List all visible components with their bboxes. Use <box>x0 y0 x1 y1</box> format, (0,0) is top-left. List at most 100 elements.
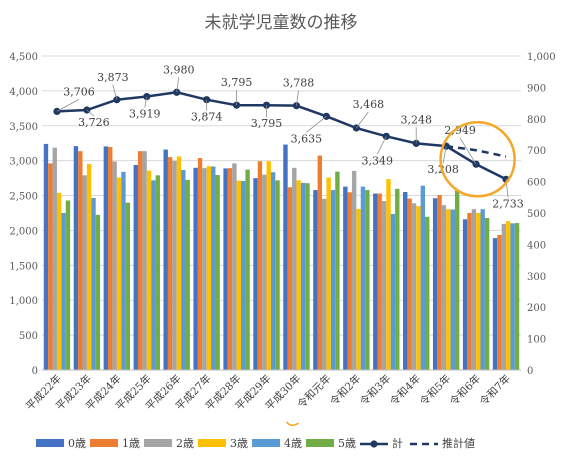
bar <box>125 202 131 370</box>
data-label: 3,248 <box>400 113 432 126</box>
bar <box>467 213 472 370</box>
data-label: 3,795 <box>251 117 283 130</box>
y-axis-left-tick-label: 3,500 <box>9 122 38 133</box>
bar <box>317 155 323 370</box>
bar <box>386 179 391 370</box>
bar <box>416 206 421 370</box>
bar <box>240 180 246 370</box>
bar <box>48 163 53 370</box>
data-label: 3,788 <box>283 77 315 90</box>
bar <box>270 172 276 370</box>
x-axis-tick-label: 令和4年 <box>387 372 423 408</box>
bar <box>462 219 468 370</box>
y-axis-left-tick-label: 2,000 <box>9 226 38 237</box>
legend-swatch <box>370 440 378 448</box>
bar <box>151 180 156 370</box>
data-label-leader <box>144 96 148 108</box>
data-label: 2,733 <box>492 197 524 210</box>
bar <box>103 146 109 370</box>
y-axis-right-tick-label: 200 <box>527 303 546 314</box>
y-axis-right-tick-label: 1,000 <box>527 52 556 63</box>
bar <box>211 166 216 370</box>
bar <box>43 143 49 370</box>
bar <box>446 209 451 370</box>
y-axis-right-tick-label: 300 <box>527 272 546 283</box>
bar <box>245 169 250 370</box>
data-label-leader <box>176 77 180 93</box>
bar <box>407 198 412 370</box>
bar <box>176 156 182 370</box>
data-label: 3,980 <box>163 63 195 76</box>
bar <box>360 186 366 370</box>
bar <box>437 195 442 370</box>
legend-label: 推計値 <box>442 436 475 450</box>
bar <box>377 193 382 370</box>
bar <box>167 157 173 370</box>
y-axis-left-tick-label: 4,000 <box>9 87 38 98</box>
bar <box>476 213 481 370</box>
legend-swatch <box>90 439 118 447</box>
bar <box>335 171 340 370</box>
total-series-line <box>56 91 507 181</box>
bar <box>78 151 83 370</box>
bar <box>73 146 79 370</box>
legend-swatch <box>252 439 280 447</box>
data-label-leader <box>376 136 387 155</box>
y-axis-right-tick-label: 400 <box>527 240 546 251</box>
bar <box>232 163 237 370</box>
bar <box>497 234 502 370</box>
bar <box>506 221 511 370</box>
bar <box>253 178 258 370</box>
data-label-leader <box>296 90 299 106</box>
bar <box>420 185 426 370</box>
data-label: 3,873 <box>97 71 129 84</box>
bar <box>373 193 378 370</box>
legend-swatch <box>306 439 334 447</box>
data-label: 3,349 <box>362 154 394 167</box>
y-axis-right-tick-label: 800 <box>527 115 546 126</box>
bar <box>206 166 212 370</box>
legend-label: 0歳 <box>68 437 86 450</box>
x-axis-tick-label: 令和5年 <box>417 372 453 408</box>
bar <box>223 168 228 370</box>
bar <box>432 198 438 370</box>
bar <box>275 180 280 370</box>
bar <box>425 216 430 370</box>
bar <box>381 201 387 370</box>
bar <box>236 180 241 370</box>
y-axis-left-tick-label: 0 <box>32 366 38 377</box>
bar <box>501 223 507 370</box>
bar <box>305 183 310 370</box>
legend-label: 計 <box>392 436 403 450</box>
bar <box>403 191 408 370</box>
legend-label: 4歳 <box>284 437 302 450</box>
data-label-leader <box>112 84 118 100</box>
bar <box>484 218 490 370</box>
legend: 0歳 1歳 2歳 3歳 4歳 5歳 計 推計値 <box>36 436 475 450</box>
bar <box>351 170 357 370</box>
bar <box>121 171 126 370</box>
bar <box>492 238 498 370</box>
bar <box>65 200 71 370</box>
bar <box>450 209 455 370</box>
data-label-leader <box>356 111 369 129</box>
bar <box>343 186 348 370</box>
data-labels: 3,706 3,726 3,873 3,919 3,980 3,874 3,795 3,795… <box>56 63 524 210</box>
data-label-leader <box>442 146 447 164</box>
bar <box>227 168 233 370</box>
bar <box>181 169 186 370</box>
bar <box>116 177 122 370</box>
annotations <box>285 121 516 427</box>
legend-swatch <box>36 439 64 447</box>
y-axis-left-tick-label: 4,500 <box>9 52 38 63</box>
legend-label: 1歳 <box>122 437 140 450</box>
bar <box>300 182 306 370</box>
data-label: 3,726 <box>78 116 110 129</box>
legend-label: 5歳 <box>338 437 356 450</box>
bar <box>56 192 62 370</box>
bar <box>480 209 485 370</box>
total-point <box>382 132 390 140</box>
bar <box>441 205 447 370</box>
bar <box>193 167 198 370</box>
